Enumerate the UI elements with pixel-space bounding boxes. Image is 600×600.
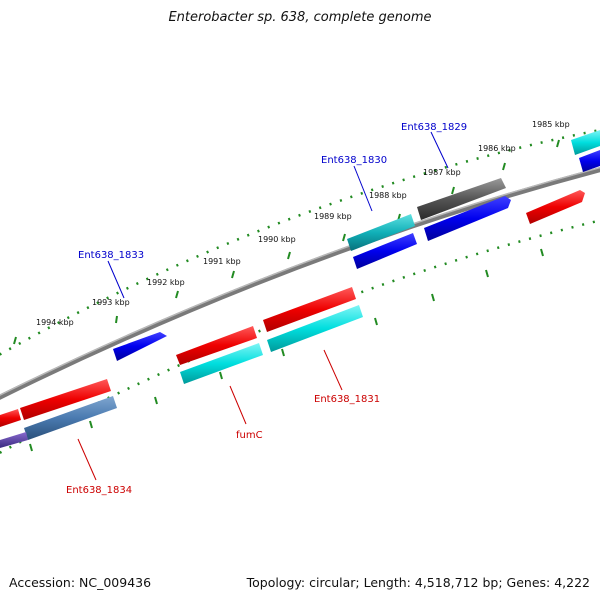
- gene-label-ent638-1831[interactable]: Ent638_1831: [314, 394, 380, 405]
- gene-label-ent638-1833[interactable]: Ent638_1833: [78, 250, 144, 261]
- gene-label-ent638-1834[interactable]: Ent638_1834: [66, 485, 132, 496]
- tick-label: 1985 kbp: [532, 120, 570, 129]
- gene-feature-fumc[interactable]: [180, 343, 263, 384]
- gene-feature-red-right[interactable]: [526, 190, 585, 224]
- gene-feature-ent638-1834-red[interactable]: [20, 379, 111, 420]
- tick-label: 1993 kbp: [92, 298, 130, 307]
- gene-feature-teal[interactable]: [347, 214, 415, 251]
- gene-feature-ent638-1830[interactable]: [353, 233, 417, 269]
- major-ticks: [13, 139, 560, 452]
- tick-labels: 1994 kbp 1993 kbp 1992 kbp 1991 kbp 1990…: [36, 120, 570, 327]
- gene-label-ent638-1830[interactable]: Ent638_1830: [321, 155, 387, 166]
- gene-feature-ent638-1833[interactable]: [113, 332, 167, 361]
- gene-label-ent638-1829[interactable]: Ent638_1829: [401, 122, 467, 133]
- leader-lines: [77, 131, 449, 481]
- tick-label: 1994 kbp: [36, 318, 74, 327]
- outer-tick-track: [0, 128, 600, 356]
- gene-feature-purple-left-edge[interactable]: [0, 432, 28, 448]
- tick-label: 1989 kbp: [314, 212, 352, 221]
- tick-label: 1986 kbp: [478, 144, 516, 153]
- gene-feature-ent638-1829[interactable]: [417, 178, 506, 220]
- tick-label: 1992 kbp: [147, 278, 185, 287]
- accession-text: Accession: NC_009436: [9, 575, 152, 590]
- gene-feature-cyan-edge[interactable]: [571, 130, 600, 155]
- gene-feature-ent638-1834[interactable]: [24, 396, 117, 440]
- gene-feature-ent638-1831-red[interactable]: [263, 287, 356, 332]
- gene-feature-fumc-red[interactable]: [176, 326, 257, 365]
- tick-label: 1991 kbp: [203, 257, 241, 266]
- genome-summary-text: Topology: circular; Length: 4,518,712 bp…: [246, 575, 590, 590]
- gene-feature-blue-edge[interactable]: [579, 150, 600, 172]
- gene-feature-blue-right[interactable]: [424, 196, 511, 241]
- genome-backbone: [0, 167, 600, 400]
- map-title: Enterobacter sp. 638, complete genome: [168, 10, 432, 25]
- gene-label-fumc[interactable]: fumC: [236, 430, 263, 441]
- tick-label: 1987 kbp: [423, 168, 461, 177]
- gene-feature-red-left-edge[interactable]: [0, 409, 21, 427]
- tick-label: 1988 kbp: [369, 191, 407, 200]
- gene-feature-ent638-1831[interactable]: [267, 305, 363, 352]
- tick-label: 1990 kbp: [258, 235, 296, 244]
